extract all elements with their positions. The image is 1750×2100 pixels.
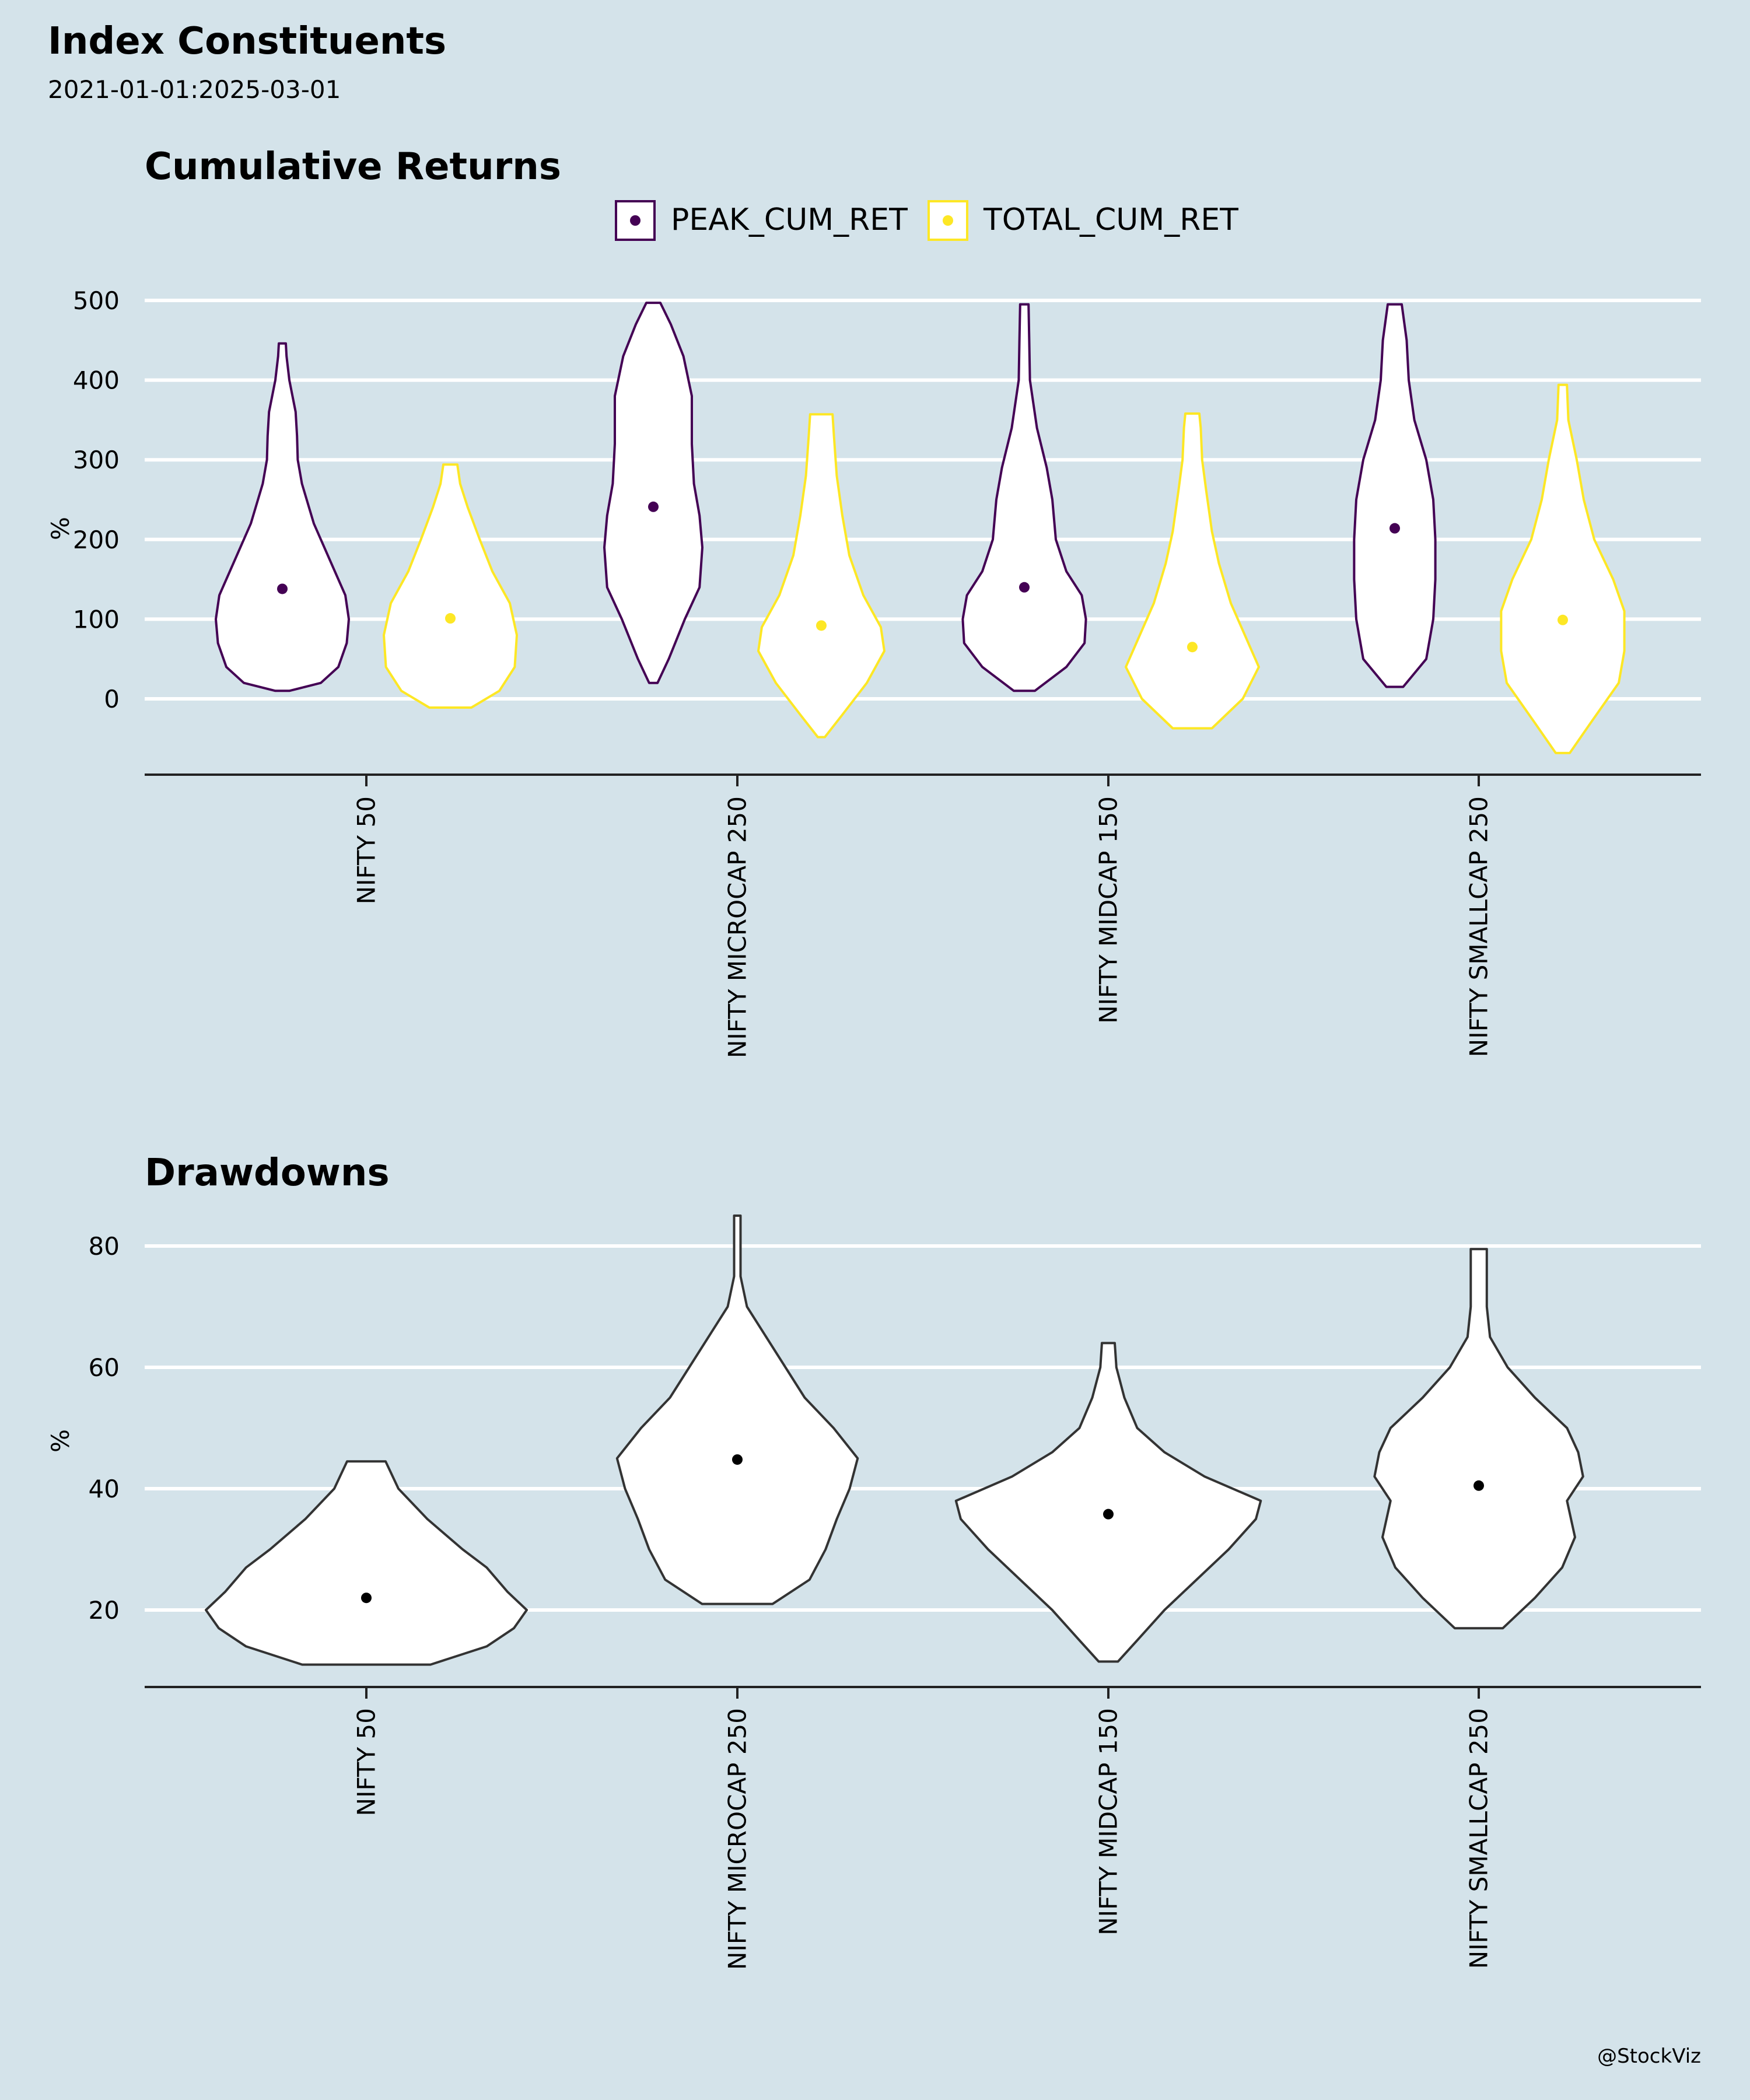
- peak-cum-ret-median-point-nifty-microcap-250: [648, 501, 659, 512]
- drawdown-violin-nifty-microcap-250: [615, 1214, 859, 1605]
- drawdowns-x-ticks: NIFTY 50 NIFTY MICROCAP 250 NIFTY MIDCAP 1…: [352, 1687, 1493, 1970]
- legend-marker-total: [943, 215, 953, 226]
- peak-cum-ret-violin-nifty-smallcap-250: [1353, 303, 1437, 688]
- drawdown-violin-nifty-midcap-150: [954, 1342, 1262, 1663]
- p1-y-tick-label-100: 100: [73, 605, 120, 634]
- p2-x-tick-label-nifty-midcap-150: NIFTY MIDCAP 150: [1094, 1708, 1123, 1936]
- drawdown-median-point-nifty-smallcap-250: [1474, 1480, 1484, 1491]
- total-cum-ret-median-point-nifty-microcap-250: [816, 620, 827, 631]
- peak-cum-ret-median-point-nifty-smallcap-250: [1390, 523, 1400, 534]
- drawdown-median-point-nifty-microcap-250: [732, 1454, 743, 1465]
- peak-cum-ret-violin-nifty-50: [215, 342, 350, 692]
- cumulative-returns-title: Cumulative Returns: [145, 145, 561, 188]
- p1-x-tick-label-nifty-50: NIFTY 50: [352, 796, 381, 904]
- p2-x-tick-label-nifty-microcap-250: NIFTY MICROCAP 250: [723, 1708, 752, 1970]
- p1-y-tick-label-500: 500: [73, 286, 120, 315]
- drawdown-median-point-nifty-50: [361, 1592, 372, 1604]
- figure-subtitle: 2021-01-01:2025-03-01: [48, 75, 341, 104]
- drawdowns-title: Drawdowns: [145, 1152, 390, 1195]
- drawdowns-violins: [205, 1214, 1584, 1666]
- legend-label-peak: PEAK_CUM_RET: [671, 202, 908, 237]
- peak-cum-ret-violin-nifty-microcap-250: [603, 302, 704, 684]
- p2-x-tick-label-nifty-50: NIFTY 50: [352, 1708, 381, 1816]
- drawdown-violin-nifty-smallcap-250: [1373, 1248, 1584, 1630]
- total-cum-ret-median-point-nifty-50: [445, 613, 456, 624]
- legend-marker-peak: [630, 215, 640, 226]
- p1-x-tick-label-nifty-smallcap-250: NIFTY SMALLCAP 250: [1465, 796, 1493, 1057]
- total-cum-ret-violin-nifty-50: [383, 463, 518, 709]
- cumulative-returns-y-ticks: 0 100 200 300 400 500: [73, 286, 120, 713]
- p2-y-tick-label-80: 80: [89, 1232, 120, 1261]
- p2-y-tick-label-40: 40: [89, 1475, 120, 1503]
- p2-y-tick-label-60: 60: [89, 1353, 120, 1382]
- p1-y-tick-label-200: 200: [73, 526, 120, 554]
- cumulative-returns-legend: PEAK_CUM_RET TOTAL_CUM_RET: [615, 200, 1238, 241]
- p1-x-tick-label-nifty-midcap-150: NIFTY MIDCAP 150: [1094, 796, 1123, 1024]
- cumulative-returns-panel: Cumulative Returns PEAK_CUM_RET TOTAL_CU…: [46, 145, 1701, 1058]
- drawdown-median-point-nifty-midcap-150: [1103, 1508, 1114, 1520]
- p2-y-tick-label-20: 20: [89, 1596, 120, 1625]
- total-cum-ret-median-point-nifty-smallcap-250: [1558, 614, 1568, 625]
- cumulative-returns-violins: [215, 302, 1626, 754]
- peak-cum-ret-violin-nifty-midcap-150: [961, 303, 1087, 692]
- credit-label: @StockViz: [1597, 2045, 1701, 2068]
- legend-swatch-peak: [615, 200, 656, 241]
- p1-x-tick-label-nifty-microcap-250: NIFTY MICROCAP 250: [723, 796, 752, 1058]
- drawdown-violin-nifty-50: [205, 1460, 528, 1666]
- p1-y-tick-label-400: 400: [73, 366, 120, 395]
- total-cum-ret-violin-nifty-smallcap-250: [1500, 383, 1626, 754]
- peak-cum-ret-median-point-nifty-50: [277, 583, 288, 594]
- total-cum-ret-violin-nifty-midcap-150: [1125, 412, 1260, 730]
- figure-title: Index Constituents: [48, 20, 446, 63]
- p1-y-tick-label-0: 0: [104, 685, 120, 713]
- drawdowns-panel: Drawdowns % 20 40 60 80 NIFTY 50 NIFTY MICRO…: [46, 1152, 1701, 1970]
- drawdowns-y-ticks: 20 40 60 80: [89, 1232, 120, 1625]
- cumulative-returns-x-ticks: NIFTY 50 NIFTY MICROCAP 250 NIFTY MIDCAP 1…: [352, 775, 1493, 1058]
- p2-x-tick-label-nifty-smallcap-250: NIFTY SMALLCAP 250: [1465, 1708, 1493, 1969]
- drawdowns-y-axis-label: %: [46, 1429, 75, 1452]
- peak-cum-ret-median-point-nifty-midcap-150: [1019, 582, 1030, 593]
- total-cum-ret-violin-nifty-microcap-250: [757, 413, 886, 738]
- p1-y-tick-label-300: 300: [73, 446, 120, 474]
- total-cum-ret-median-point-nifty-midcap-150: [1187, 642, 1198, 653]
- cumulative-returns-y-axis-label: %: [46, 517, 75, 540]
- cumulative-returns-gridlines: [145, 299, 1701, 701]
- legend-label-total: TOTAL_CUM_RET: [983, 202, 1238, 237]
